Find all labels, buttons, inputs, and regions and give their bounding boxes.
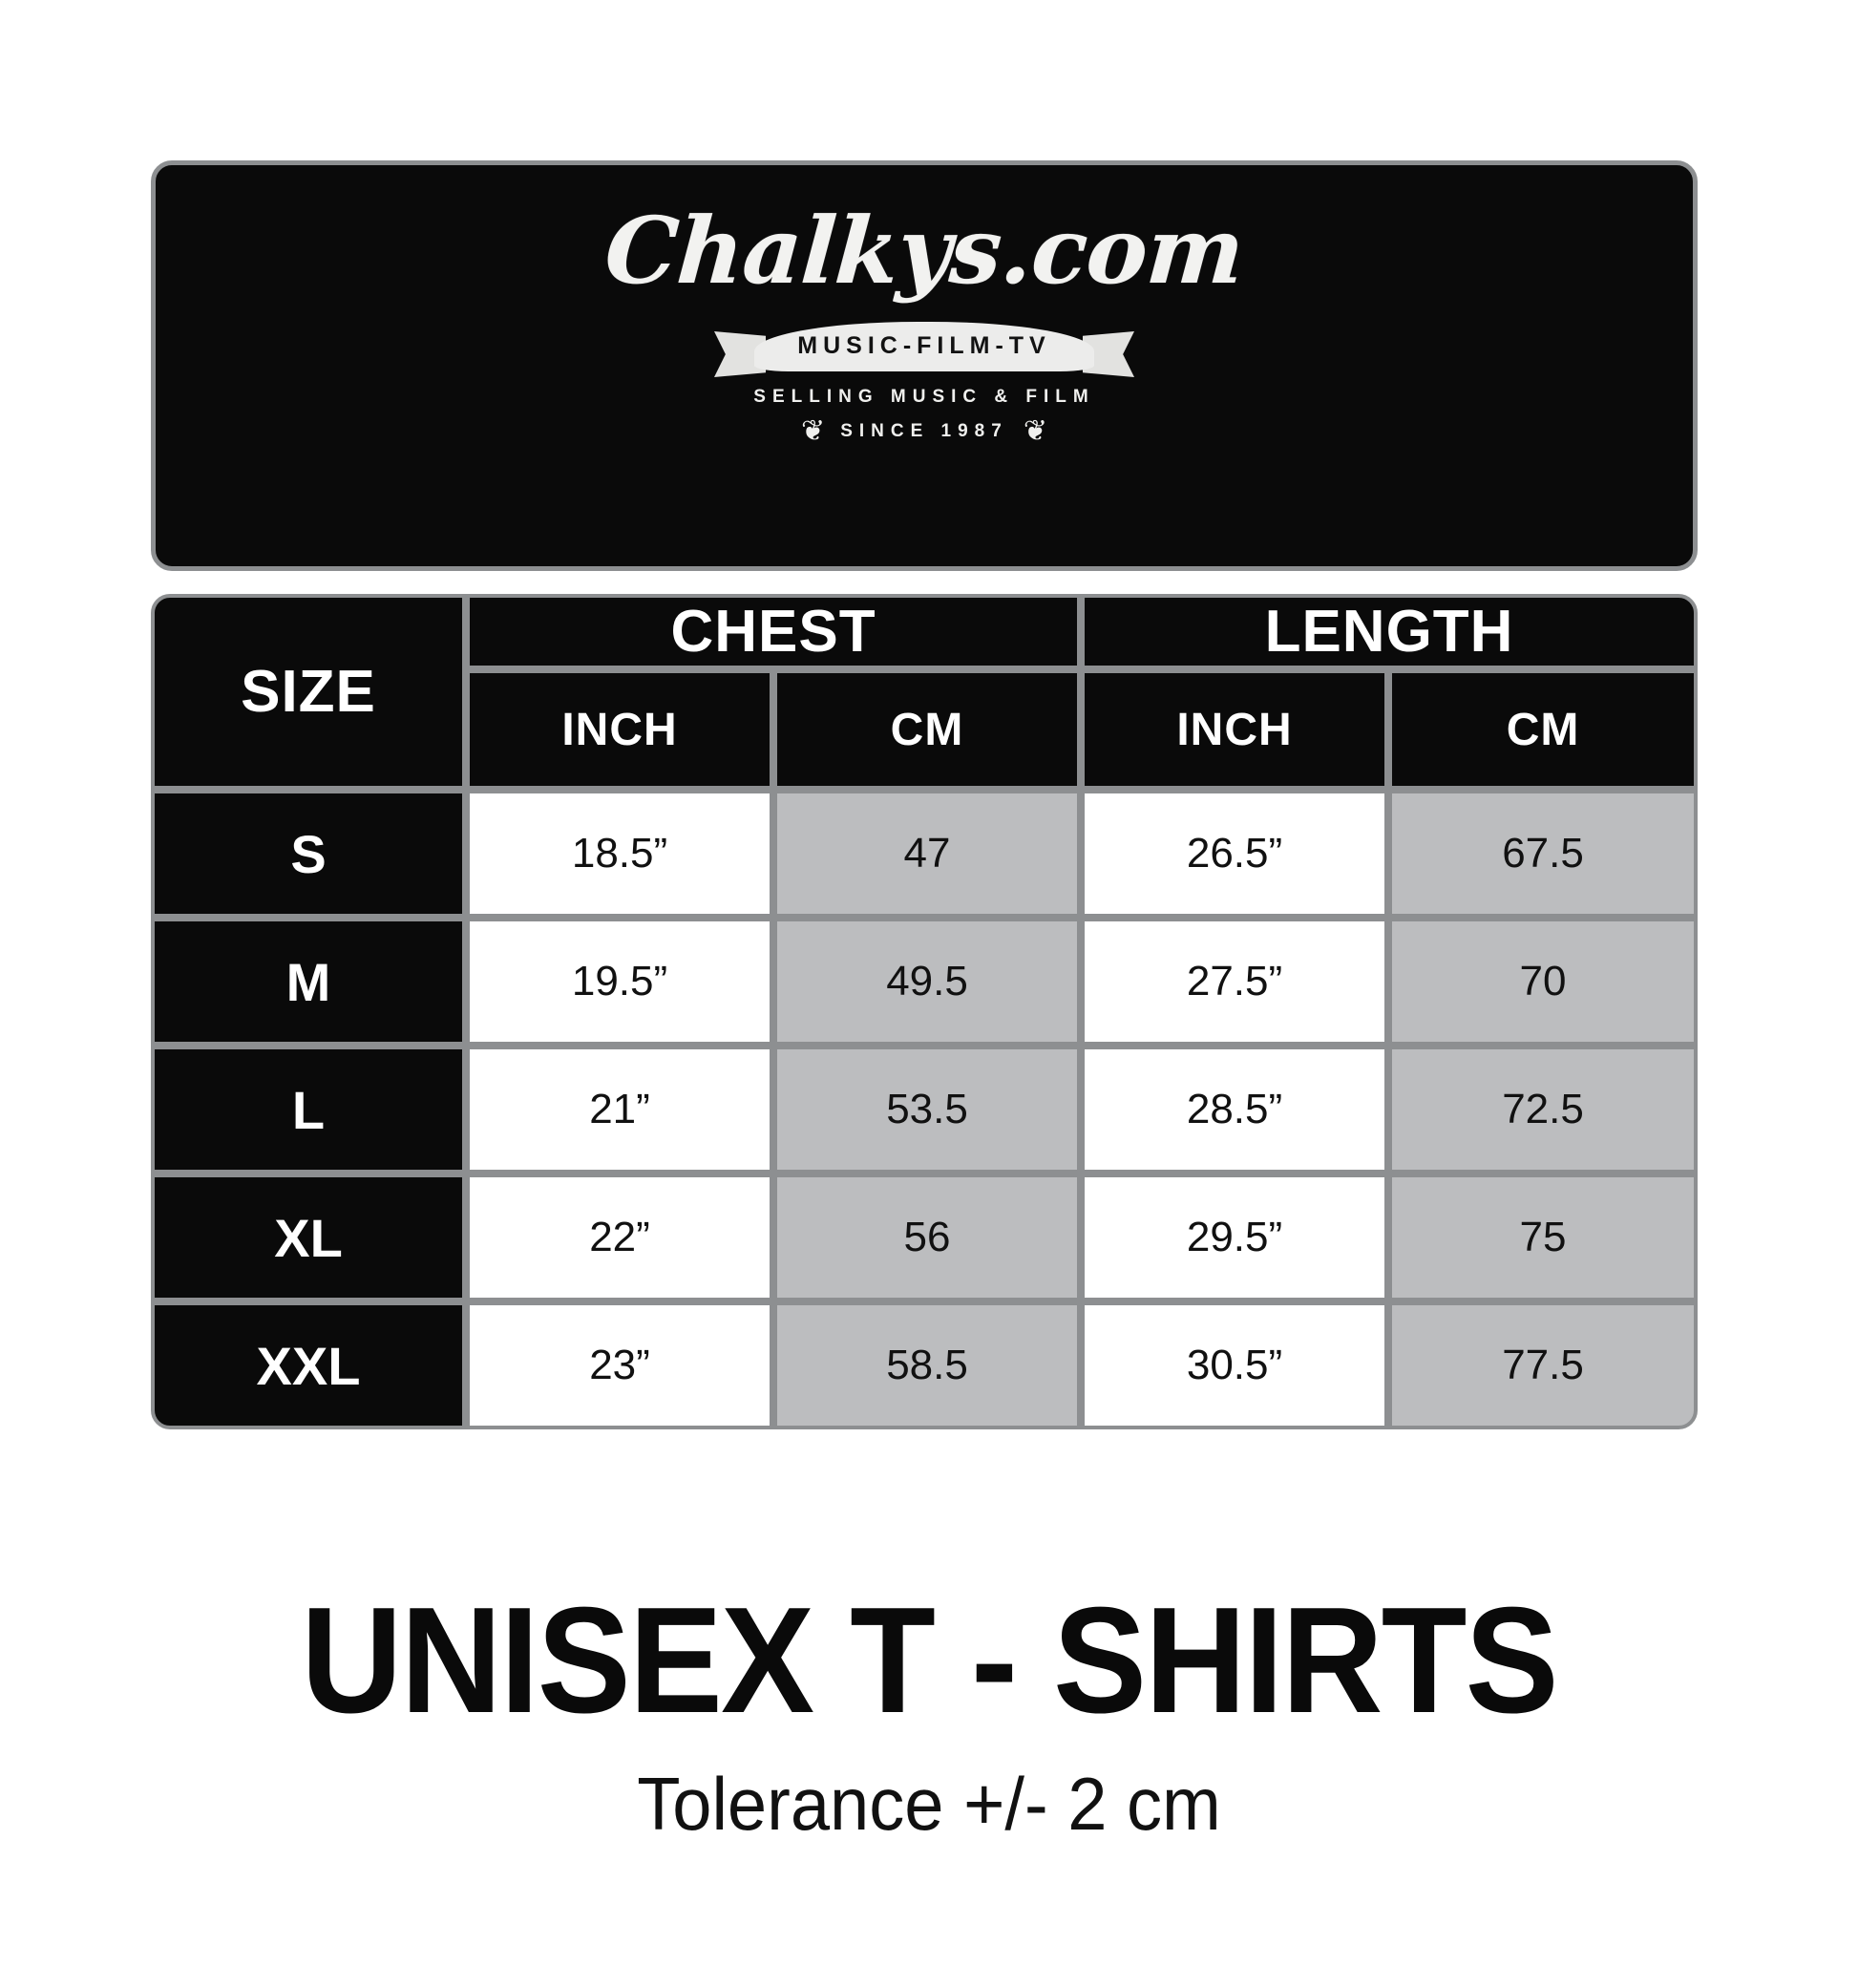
cell-length-inch: 26.5” <box>1081 790 1389 918</box>
cell-length-cm: 70 <box>1388 918 1699 1046</box>
brand-since: SINCE 1987 <box>840 421 1008 441</box>
cell-length-cm: 72.5 <box>1388 1046 1699 1174</box>
header-length-inch: INCH <box>1081 669 1389 790</box>
table-header-row-units: INCH CM INCH CM <box>151 669 1699 790</box>
ribbon-banner: MUSIC-FILM-TV <box>714 320 1134 377</box>
ribbon-body-icon <box>754 322 1094 371</box>
brand-name: Chalkys.com <box>602 197 1247 305</box>
brand-logo-content: Chalkys.com MUSIC-FILM-TV SELLING MUSIC … <box>156 197 1693 446</box>
tolerance-note: Tolerance +/- 2 cm <box>637 1762 1221 1846</box>
cell-length-cm: 75 <box>1388 1174 1699 1301</box>
cell-chest-cm: 47 <box>773 790 1082 918</box>
table-row: XXL 23” 58.5 30.5” 77.5 <box>151 1301 1699 1429</box>
header-length-cm: CM <box>1388 669 1699 790</box>
cell-length-cm: 67.5 <box>1388 790 1699 918</box>
row-size-label: M <box>151 918 466 1046</box>
cell-chest-cm: 58.5 <box>773 1301 1082 1429</box>
row-size-label: XL <box>151 1174 466 1301</box>
row-size-label: S <box>151 790 466 918</box>
cell-chest-inch: 21” <box>466 1046 773 1174</box>
page-title: UNISEX T - SHIRTS <box>301 1576 1558 1745</box>
cell-chest-inch: 23” <box>466 1301 773 1429</box>
cell-chest-inch: 22” <box>466 1174 773 1301</box>
cell-chest-cm: 56 <box>773 1174 1082 1301</box>
table-row: XL 22” 56 29.5” 75 <box>151 1174 1699 1301</box>
brand-tagline: SELLING MUSIC & FILM <box>753 387 1095 407</box>
cell-chest-inch: 18.5” <box>466 790 773 918</box>
cell-length-inch: 29.5” <box>1081 1174 1389 1301</box>
cell-chest-cm: 53.5 <box>773 1046 1082 1174</box>
row-size-label: XXL <box>151 1301 466 1429</box>
header-group-chest: CHEST <box>466 594 1082 669</box>
cell-chest-cm: 49.5 <box>773 918 1082 1046</box>
header-chest-cm: CM <box>773 669 1082 790</box>
table-row: L 21” 53.5 28.5” 72.5 <box>151 1046 1699 1174</box>
cell-length-inch: 30.5” <box>1081 1301 1389 1429</box>
cell-length-cm: 77.5 <box>1388 1301 1699 1429</box>
table-header-row-groups: SIZE CHEST LENGTH <box>151 594 1699 790</box>
ribbon-label: MUSIC-FILM-TV <box>797 331 1051 359</box>
cell-length-inch: 27.5” <box>1081 918 1389 1046</box>
flourish-right-icon: ❦ <box>1023 414 1047 448</box>
table-row: S 18.5” 47 26.5” 67.5 <box>151 790 1699 918</box>
table-row: M 19.5” 49.5 27.5” 70 <box>151 918 1699 1046</box>
since-row: ❦ SINCE 1987 ❦ <box>801 417 1047 446</box>
header-chest-inch: INCH <box>466 669 773 790</box>
header-size: SIZE <box>151 594 466 790</box>
header-group-length: LENGTH <box>1081 594 1699 669</box>
flourish-left-icon: ❦ <box>801 414 826 448</box>
size-chart-table: SIZE CHEST LENGTH INCH CM INCH CM S 18.5… <box>151 594 1699 1429</box>
brand-logo-panel: Chalkys.com MUSIC-FILM-TV SELLING MUSIC … <box>151 160 1698 571</box>
cell-chest-inch: 19.5” <box>466 918 773 1046</box>
row-size-label: L <box>151 1046 466 1174</box>
cell-length-inch: 28.5” <box>1081 1046 1389 1174</box>
